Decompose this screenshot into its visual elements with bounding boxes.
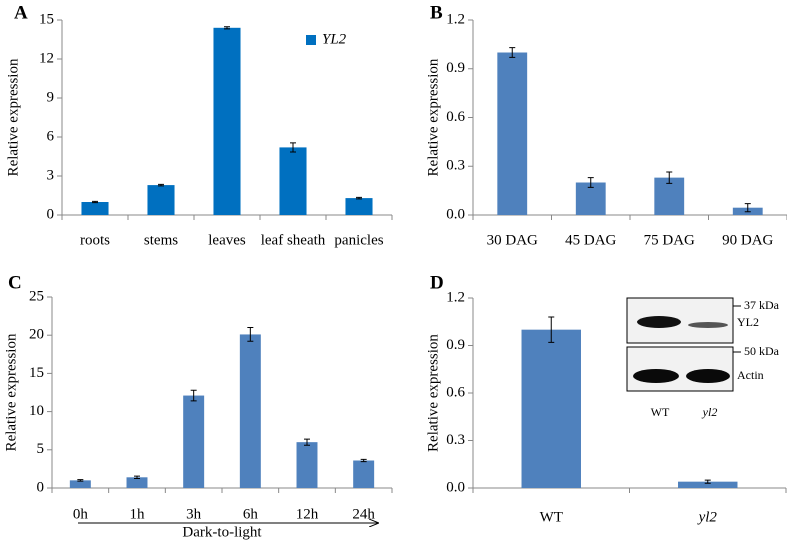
error-bar [587,177,594,188]
x-tick-label: WT [540,509,563,525]
error-bar [134,475,140,479]
panel-letter: A [14,2,28,23]
bar [81,202,109,215]
x-tick-label: panicles [334,232,383,248]
y-tick-label: 0.0 [446,479,465,495]
x-tick-label: 6h [243,506,259,522]
y-tick-label: 15 [29,365,44,381]
y-tick-label: 0.0 [446,206,465,222]
bar [183,395,205,488]
y-tick-label: 12 [39,50,54,66]
bar [147,185,175,215]
bar [521,329,581,488]
bar [575,182,606,215]
x-tick-label: 45 DAG [565,232,616,248]
error-bar [548,316,555,343]
western-blot [626,297,741,392]
legend-label: YL2 [322,31,347,47]
x-tick-label: stems [144,232,178,248]
error-bar [92,200,98,204]
y-axis-label: Relative expression [425,334,441,452]
inset-label: Actin [737,368,764,382]
bar [213,27,241,215]
x-tick-label: 1h [130,506,146,522]
x-tick-label: 24h [352,506,375,522]
inset-label: 50 kDa [744,344,780,358]
bar [678,481,738,488]
error-bar [77,479,84,482]
y-tick-label: 20 [29,327,44,343]
y-tick-label: 5 [37,441,45,457]
bar [654,177,685,215]
y-tick-label: 1.2 [446,289,465,305]
y-tick-label: 0 [47,206,55,222]
error-bar [356,196,362,200]
y-tick-label: 15 [39,11,54,27]
y-tick-label: 0.3 [446,158,465,174]
x-tick-label: 0h [73,506,89,522]
x-tick-label: yl2 [697,509,718,525]
y-tick-label: 3 [47,167,55,183]
panel-letter: D [430,272,444,293]
x-tick-label: leaves [208,232,246,248]
bar [296,442,318,488]
error-bar [704,479,711,484]
legend-swatch [306,35,316,45]
error-bar [666,171,673,184]
bar [497,52,528,215]
error-bar [509,47,516,58]
y-tick-label: 0.6 [446,384,465,400]
x-axis-label: Dark-to-light [182,524,262,540]
x-tick-label: 75 DAG [644,232,695,248]
inset-label: yl2 [702,405,718,419]
error-bar [190,389,197,402]
y-tick-label: 10 [29,403,44,419]
y-tick-label: 0 [37,479,45,495]
panel-letter: C [8,272,22,293]
bar [126,477,148,488]
error-bar [290,142,296,153]
error-bar [360,458,367,463]
panel-letter: B [430,2,443,23]
error-bar [158,183,164,187]
y-tick-label: 6 [47,128,55,144]
y-tick-label: 0.3 [446,432,465,448]
bar [69,480,91,488]
error-bar [304,438,310,446]
y-tick-label: 0.9 [446,60,465,76]
y-axis-label: Relative expression [425,58,441,176]
y-tick-label: 25 [29,288,44,304]
y-tick-label: 9 [47,89,55,105]
bar [345,198,373,215]
x-tick-label: leaf sheath [261,232,326,248]
bar [239,334,261,488]
error-bar [744,203,751,213]
x-tick-label: 90 DAG [722,232,773,248]
error-bar [247,327,254,342]
y-tick-label: 0.9 [446,337,465,353]
inset-label: YL2 [737,315,759,329]
y-tick-label: 0.6 [446,109,465,125]
x-tick-label: roots [80,232,110,248]
y-tick-label: 1.2 [446,11,465,27]
y-axis-label: Relative expression [5,58,21,176]
y-axis-label: Relative expression [3,333,19,451]
bar [353,460,375,488]
x-tick-label: 12h [296,506,319,522]
error-bar [224,26,230,30]
x-tick-label: 3h [186,506,202,522]
x-tick-label: 30 DAG [487,232,538,248]
inset-label: 37 kDa [744,298,780,312]
inset-label: WT [651,405,670,419]
bar [279,147,307,215]
